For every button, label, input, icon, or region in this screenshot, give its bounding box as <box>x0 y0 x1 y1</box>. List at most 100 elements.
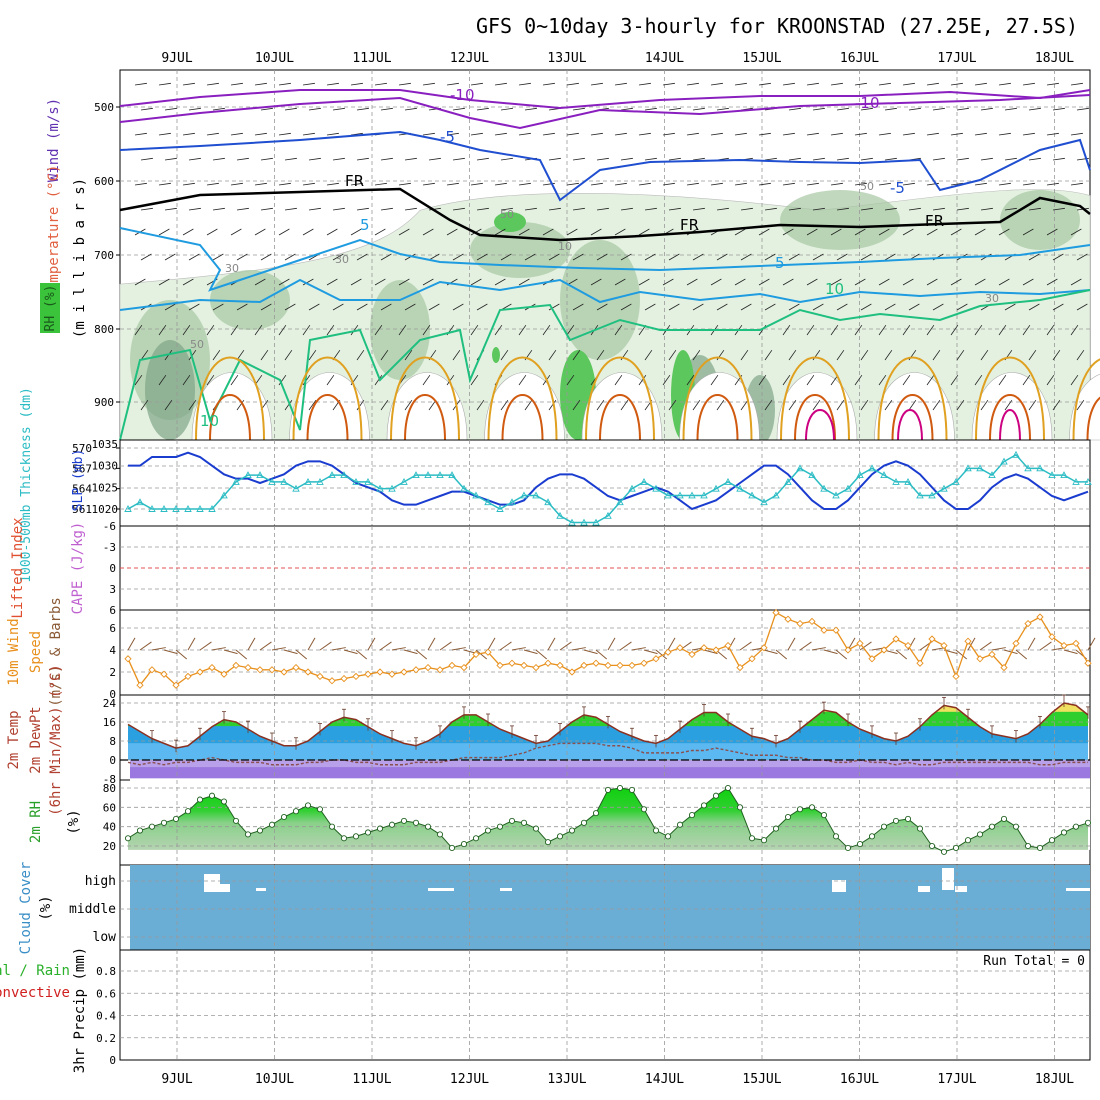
wind10m-barb <box>559 641 572 651</box>
wind-barb <box>902 132 915 136</box>
wind10m-barb <box>775 649 788 660</box>
wind-barb <box>932 107 945 111</box>
thickness-point <box>280 477 288 485</box>
wind-barb <box>812 253 824 261</box>
wind-barb <box>452 253 464 261</box>
wind-barb <box>638 82 651 86</box>
rh-point <box>604 786 612 793</box>
wind-barb <box>446 374 455 386</box>
rh-shading <box>119 189 1100 445</box>
wind-barb <box>716 303 728 311</box>
wind10m-barb <box>271 647 286 651</box>
wind-barb <box>452 107 465 111</box>
temp-contour-darkorange <box>404 394 446 441</box>
stability-tick-label: 0 <box>109 562 116 575</box>
wind-barb <box>1022 132 1035 136</box>
wind-barb <box>476 207 489 211</box>
rh-point <box>256 827 264 834</box>
wind-barb <box>188 207 201 211</box>
wind-barb <box>614 82 627 86</box>
wind-barb <box>806 324 815 336</box>
wind-barb <box>230 82 243 86</box>
wind-barb <box>590 132 603 136</box>
wind10m-point <box>880 646 888 654</box>
thickness-point <box>244 471 252 479</box>
precip-axis: 0.8 0.6 0.4 0.2 0 <box>96 965 116 1067</box>
wind-barb <box>956 349 965 361</box>
wind-barb <box>284 253 296 261</box>
wind-barb <box>332 157 345 161</box>
thickness-point <box>748 491 756 499</box>
contour-label: 10 <box>200 412 219 430</box>
cloud-gap <box>942 868 954 890</box>
wind-barb <box>644 253 656 261</box>
wind-barb <box>566 324 575 336</box>
rh-point <box>364 829 372 836</box>
thickness-point <box>448 471 456 479</box>
wind-barb <box>398 324 407 336</box>
thickness-point <box>172 505 180 512</box>
wind-barb <box>836 253 848 261</box>
wind10m-point <box>844 646 852 654</box>
wind-barb <box>404 207 417 211</box>
rh2m-label: 2m RH <box>28 801 44 843</box>
wind-tick-label: 0 <box>109 688 116 701</box>
thickness-point <box>1072 477 1080 485</box>
wind-barb <box>884 253 896 261</box>
wind-barb <box>284 207 297 211</box>
thickness-point <box>820 484 828 492</box>
temp-contour-orange <box>682 356 753 441</box>
wind-barb <box>998 182 1011 186</box>
date-label-top: 12JUL <box>450 51 489 66</box>
thickness-point <box>736 484 744 492</box>
wind-barb <box>620 253 632 261</box>
wind10m-point <box>1000 663 1008 672</box>
upper-air-wind-barbs <box>134 82 1089 411</box>
wind-barb <box>878 278 890 286</box>
upper-air-grid <box>120 70 1090 440</box>
wind-barb <box>830 278 842 286</box>
wind-barb <box>782 132 795 136</box>
wind-barb <box>806 82 819 86</box>
wind10m-point <box>628 661 636 670</box>
wind-barb <box>548 349 557 361</box>
wind-barb <box>374 374 383 386</box>
contour-label: 30 <box>225 262 239 275</box>
rh-point <box>532 825 540 832</box>
wind10m-barb <box>223 649 238 655</box>
wind-barb <box>284 303 296 311</box>
wind-barb <box>1022 182 1035 186</box>
wind-barb <box>788 107 801 111</box>
wind10m-barb <box>811 647 826 651</box>
wind10m-barb <box>631 647 646 651</box>
wind-barb <box>1046 278 1058 286</box>
thickness-point <box>424 471 432 479</box>
wind10m-barb <box>343 649 358 655</box>
axis-tick-label: 800 <box>94 323 114 336</box>
wind-barb <box>950 324 959 336</box>
thickness-point <box>136 498 144 506</box>
wind-barb <box>836 107 849 111</box>
wind-barb <box>884 399 893 411</box>
wind10m-barb <box>307 637 316 651</box>
wind10m-barb <box>247 637 256 651</box>
wind-barb <box>758 278 770 286</box>
wind10m-point <box>508 659 516 667</box>
wind-barb <box>350 82 363 86</box>
temp2m-tick-label: 0 <box>109 754 116 767</box>
thickness-point <box>1060 471 1068 479</box>
thickness-point <box>724 477 732 485</box>
rh-point <box>832 833 840 840</box>
wind10m-barb <box>211 647 226 651</box>
minmax-label: (6hr Min/Max) (°C) <box>48 664 64 816</box>
wind-barb <box>908 107 921 111</box>
wind-barb <box>662 82 675 86</box>
wind10m-point <box>328 677 336 685</box>
precip-grid <box>120 950 1090 1060</box>
wind-barb <box>254 182 267 186</box>
wind-barb <box>422 278 434 286</box>
rh-point <box>388 821 396 828</box>
wind-barb <box>830 228 842 236</box>
wind-barb <box>524 253 536 261</box>
wind-barb <box>980 107 993 111</box>
